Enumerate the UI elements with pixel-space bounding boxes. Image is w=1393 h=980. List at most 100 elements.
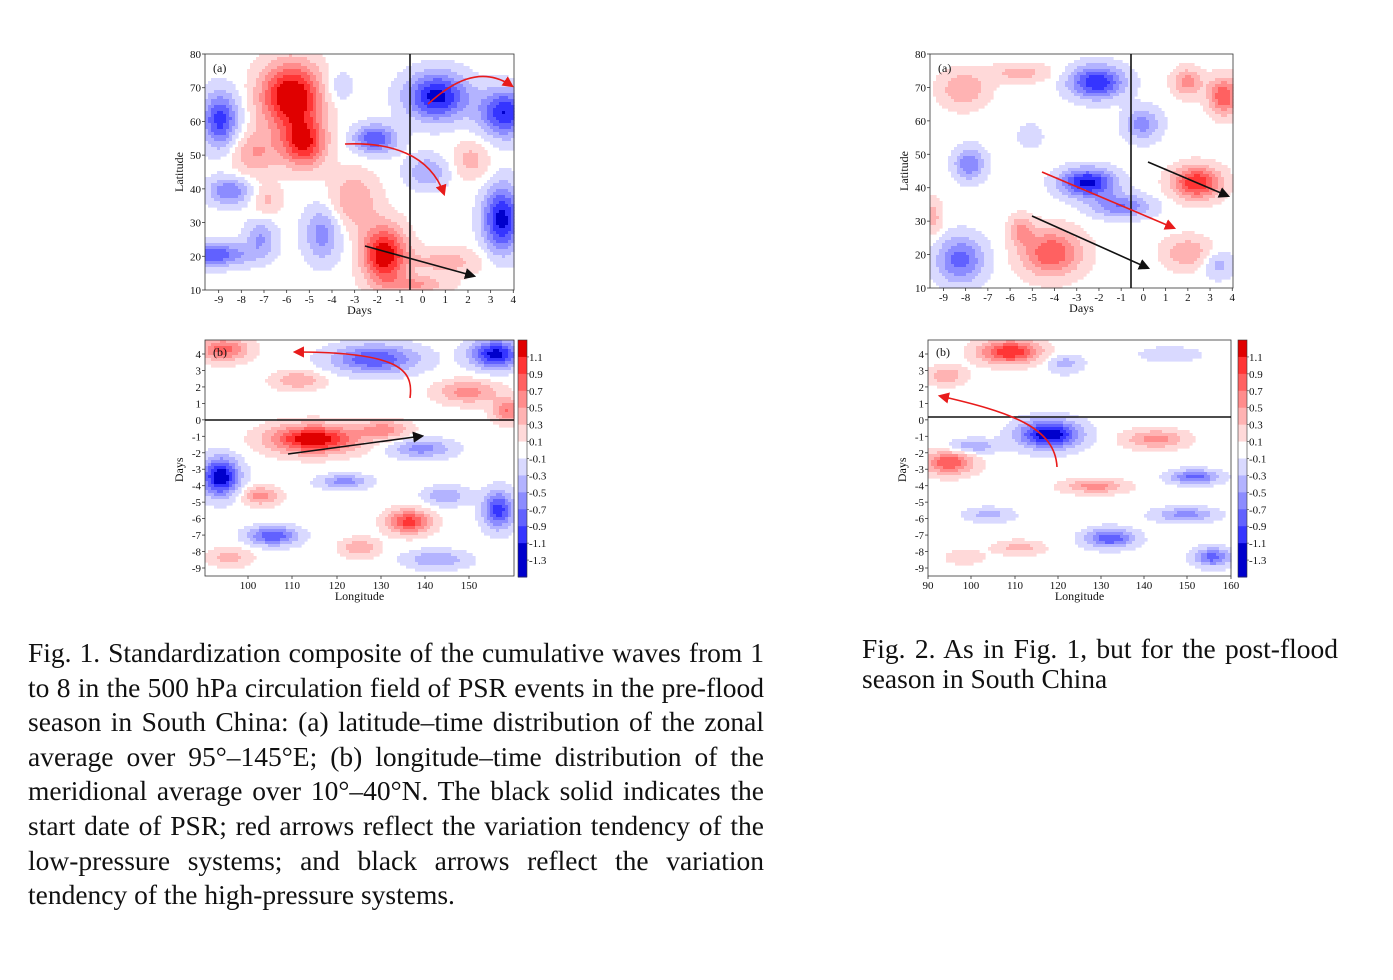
shading-cell: [1000, 511, 1016, 515]
shading-cell: [496, 216, 509, 220]
shading-cell: [1026, 249, 1036, 253]
shading-cell: [1218, 183, 1225, 187]
shading-cell: [364, 264, 371, 268]
shading-cell: [508, 204, 515, 208]
shading-cell: [409, 237, 419, 241]
shading-cell: [304, 87, 311, 91]
shading-cell: [208, 204, 248, 208]
shading-cell: [364, 252, 368, 256]
shading-cell: [1041, 261, 1060, 265]
shading-cell: [961, 511, 980, 515]
shading-cell: [241, 255, 266, 259]
shading-cell: [1081, 529, 1094, 533]
shading-cell: [928, 457, 935, 461]
shading-cell: [472, 216, 482, 220]
shading-cell: [1083, 258, 1096, 262]
shading-cell: [310, 219, 332, 223]
shading-cell: [433, 382, 455, 386]
shading-cell: [1161, 183, 1171, 187]
shading-cell: [1119, 120, 1129, 124]
shading-cell: [1078, 436, 1085, 440]
shading-cell: [400, 171, 413, 175]
shading-cell: [1128, 84, 1141, 88]
shading-cell: [487, 216, 494, 220]
shading-cell: [1179, 261, 1195, 265]
shading-cell: [457, 144, 482, 148]
shading-cell: [469, 129, 485, 133]
shading-cell: [1021, 427, 1031, 431]
shading-cell: [256, 57, 278, 61]
x-tick-label: 4: [511, 294, 517, 306]
shading-cell: [1017, 246, 1027, 250]
shading-cell: [1035, 252, 1066, 256]
shading-cell: [313, 156, 320, 160]
shading-cell: [1224, 183, 1234, 187]
colorbar-segment: [518, 509, 527, 527]
shading-cell: [1209, 276, 1231, 280]
shading-cell: [1119, 93, 1138, 97]
shading-cell: [358, 258, 365, 262]
shading-cell: [205, 484, 209, 488]
shading-cell: [421, 553, 452, 557]
shading-cell: [1096, 541, 1106, 545]
y-tick-label: 80: [915, 49, 927, 61]
shading-cell: [343, 183, 365, 187]
shading-cell: [208, 481, 212, 485]
shading-cell: [400, 433, 410, 437]
shading-cell: [328, 195, 341, 199]
shading-cell: [1017, 138, 1042, 142]
shading-cell: [370, 550, 383, 554]
shading-cell: [1195, 565, 1232, 569]
shading-cell: [277, 457, 350, 461]
shading-cell: [1212, 117, 1234, 121]
shading-cell: [265, 198, 272, 202]
shading-cell: [460, 81, 470, 85]
shading-cell: [499, 406, 515, 410]
shading-cell: [280, 132, 287, 136]
shading-cell: [313, 93, 317, 97]
shading-cell: [469, 81, 515, 85]
shading-cell: [307, 204, 326, 208]
shading-cell: [301, 249, 314, 253]
shading-cell: [1030, 544, 1046, 548]
shading-cell: [481, 225, 485, 229]
shading-cell: [271, 60, 311, 64]
shading-cell: [205, 123, 212, 127]
shading-cell: [205, 553, 221, 557]
shading-cell: [511, 493, 515, 497]
shading-cell: [1008, 75, 1033, 79]
shading-cell: [1170, 234, 1204, 238]
shading-cell: [1186, 475, 1205, 479]
shading-cell: [1033, 355, 1040, 359]
shading-cell: [253, 493, 269, 497]
shading-cell: [490, 343, 503, 347]
shading-cell: [424, 511, 437, 515]
shading-cell: [400, 99, 410, 103]
shading-cell: [1059, 93, 1075, 97]
shading-cell: [220, 553, 239, 557]
shading-cell: [271, 201, 284, 205]
shading-cell: [388, 243, 395, 247]
shading-cell: [1059, 75, 1069, 79]
shading-cell: [322, 162, 341, 166]
shading-cell: [1180, 439, 1196, 443]
shading-cell: [328, 237, 335, 241]
shading-cell: [1011, 225, 1018, 229]
shading-cell: [1035, 273, 1066, 277]
shading-cell: [1149, 207, 1162, 211]
shading-cell: [1107, 63, 1129, 67]
shading-cell: [936, 207, 943, 211]
shading-cell: [313, 150, 320, 154]
shading-cell: [391, 523, 398, 527]
shading-cell: [466, 165, 479, 169]
shading-cell: [205, 355, 215, 359]
shading-cell: [286, 427, 305, 431]
shading-cell: [301, 69, 311, 73]
shading-cell: [511, 496, 515, 500]
shading-cell: [358, 264, 365, 268]
shading-cell: [331, 439, 341, 443]
shading-cell: [1033, 430, 1040, 434]
shading-cell: [223, 490, 230, 494]
shading-cell: [499, 349, 509, 353]
shading-cell: [1011, 213, 1033, 217]
